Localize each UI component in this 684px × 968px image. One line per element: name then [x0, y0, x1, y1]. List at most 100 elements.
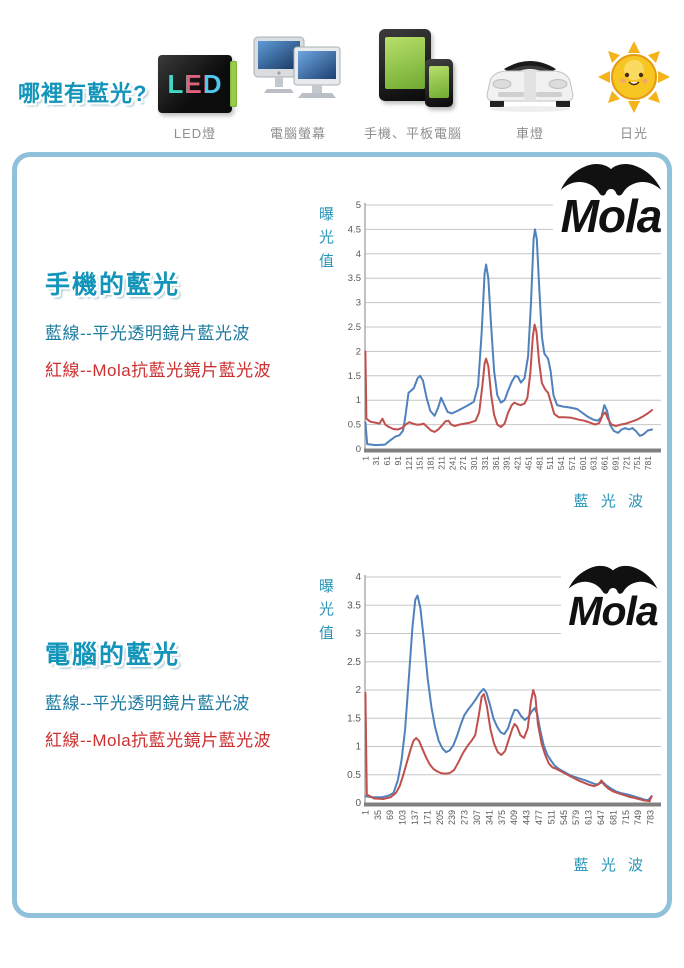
y-tick-label: 3	[356, 298, 361, 309]
x-tick-label: 301	[469, 456, 479, 470]
mola-bat-icon	[560, 164, 662, 196]
x-tick-label: 613	[584, 810, 594, 825]
x-tick-label: 91	[393, 456, 403, 466]
x-axis-label: 藍 光 波	[573, 493, 647, 510]
sun-icon	[597, 41, 670, 113]
led-strip-decoration	[230, 61, 237, 107]
source-label-devices: 手機、平板電腦	[363, 126, 462, 141]
x-tick-label: 715	[621, 810, 631, 825]
x-tick-label: 271	[458, 456, 468, 470]
y-tick-label: 2	[355, 685, 361, 696]
x-tick-label: 571	[567, 456, 577, 470]
x-tick-label: 511	[546, 810, 556, 824]
x-tick-label: 341	[484, 810, 494, 825]
page-title: 哪裡有藍光?	[18, 81, 148, 106]
x-tick-label: 35	[373, 810, 383, 820]
y-tick-label: 4	[355, 572, 361, 583]
y-tick-label: 0.5	[348, 420, 361, 431]
mola-brand-text: Mola	[560, 190, 663, 243]
x-tick-label: 241	[447, 456, 457, 470]
source-label-sun: 日光	[619, 126, 648, 141]
x-tick-label: 205	[435, 810, 445, 825]
led-sign-text: LED	[167, 68, 223, 99]
y-tick-label: 4.5	[348, 224, 361, 235]
source-label-led: LED燈	[173, 126, 217, 141]
x-tick-label: 391	[502, 456, 512, 470]
mola-bat-icon	[568, 565, 658, 594]
x-tick-label: 721	[621, 456, 631, 470]
y-tick-label: 2.5	[348, 322, 361, 333]
section-title-phone: 手機的藍光	[45, 271, 181, 299]
x-tick-label: 647	[596, 810, 606, 825]
x-tick-label: 211	[436, 456, 446, 470]
x-tick-label: 781	[643, 456, 653, 470]
x-tick-label: 631	[589, 456, 599, 470]
x-tick-label: 61	[382, 456, 392, 466]
x-tick-label: 331	[480, 456, 490, 470]
x-tick-label: 749	[633, 810, 643, 825]
section-title-computer: 電腦的藍光	[45, 641, 181, 669]
content-panel: 手機的藍光 藍線--平光透明鏡片藍光波 紅線--Mola抗藍光鏡片藍光波 曝光值…	[12, 152, 672, 918]
section-phone-bluelight: 手機的藍光 藍線--平光透明鏡片藍光波 紅線--Mola抗藍光鏡片藍光波 曝光值…	[31, 163, 665, 511]
x-tick-label: 451	[523, 456, 533, 470]
section-computer-bluelight: 電腦的藍光 藍線--平光透明鏡片藍光波 紅線--Mola抗藍光鏡片藍光波 曝光值…	[31, 565, 661, 875]
x-tick-label: 783	[646, 810, 656, 825]
x-tick-label: 477	[534, 810, 544, 825]
y-tick-label: 1.5	[348, 371, 361, 382]
x-tick-label: 1	[360, 456, 370, 461]
source-sun: 日光	[597, 8, 670, 142]
header: 哪裡有藍光? LED LED燈	[0, 0, 684, 152]
x-tick-label: 421	[513, 456, 523, 470]
x-tick-label: 375	[497, 810, 507, 825]
legend-red-line: 紅線--Mola抗藍光鏡片藍光波	[45, 361, 272, 380]
x-tick-label: 31	[371, 456, 381, 466]
x-tick-label: 681	[608, 810, 618, 825]
series-line-blue	[364, 228, 654, 447]
x-tick-label: 273	[460, 810, 470, 825]
y-axis-label: 曝光值	[319, 206, 335, 270]
x-tick-label: 69	[385, 810, 395, 820]
x-tick-label: 751	[632, 456, 642, 470]
x-tick-label: 1	[360, 810, 370, 815]
x-tick-label: 481	[534, 456, 544, 470]
x-tick-label: 307	[472, 810, 482, 825]
x-tick-label: 151	[415, 456, 425, 470]
legend-blue-line: 藍線--平光透明鏡片藍光波	[45, 324, 250, 343]
x-tick-label: 171	[422, 810, 432, 825]
x-tick-label: 601	[578, 456, 588, 470]
phone-bluelight-chart: 00.511.522.533.544.551 31 61 91 121 151 181 211…	[348, 200, 661, 470]
x-tick-label: 239	[447, 810, 457, 825]
y-tick-label: 0	[355, 798, 361, 809]
y-tick-label: 5	[356, 200, 361, 211]
computer-bluelight-chart: 00.511.522.533.541 35 69 103 137 171 205 239 273…	[347, 572, 661, 825]
y-tick-label: 3.5	[348, 273, 361, 284]
source-label-monitors: 電腦螢幕	[269, 126, 326, 141]
x-tick-label: 661	[600, 456, 610, 470]
tablet-icon	[378, 29, 431, 101]
source-led: LED LED燈	[158, 8, 237, 142]
y-tick-label: 3	[355, 629, 361, 640]
computer-monitors-icon	[250, 33, 346, 113]
y-tick-label: 4	[356, 249, 361, 260]
x-tick-label: 181	[426, 456, 436, 470]
mola-brand-text: Mola	[568, 588, 658, 635]
y-tick-label: 1	[356, 395, 361, 406]
x-tick-label: 511	[545, 456, 555, 470]
y-tick-label: 1	[355, 742, 361, 753]
y-tick-label: 2	[356, 346, 361, 357]
x-tick-label: 137	[410, 810, 420, 825]
phone-tablet-icon	[373, 29, 453, 113]
phone-icon	[424, 59, 453, 107]
car-icon	[486, 61, 574, 112]
x-tick-label: 361	[491, 456, 501, 470]
series-line-red	[364, 323, 654, 433]
source-car: 車燈	[480, 8, 580, 142]
y-axis-label: 曝光值	[319, 578, 335, 642]
y-tick-label: 3.5	[347, 600, 361, 611]
x-tick-label: 443	[522, 810, 532, 825]
x-tick-label: 541	[556, 456, 566, 470]
legend-blue-line: 藍線--平光透明鏡片藍光波	[45, 694, 250, 713]
mola-logo: Mola	[561, 565, 661, 635]
y-tick-label: 1.5	[347, 713, 361, 724]
y-tick-label: 0	[356, 444, 361, 455]
